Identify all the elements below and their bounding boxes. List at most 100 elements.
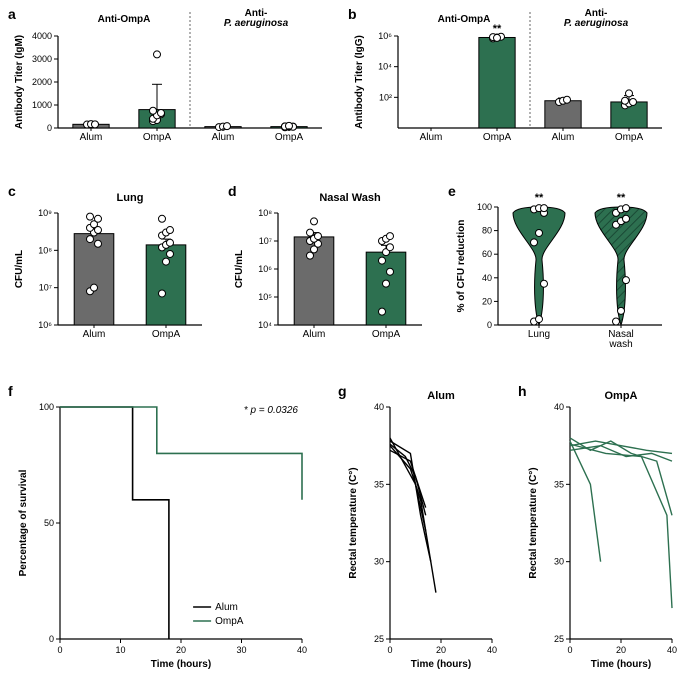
svg-text:0: 0 bbox=[47, 123, 52, 133]
svg-text:Time (hours): Time (hours) bbox=[411, 659, 471, 670]
svg-text:% of CFU reduction: % of CFU reduction bbox=[456, 220, 467, 313]
svg-text:40: 40 bbox=[374, 402, 384, 412]
panel-g: 25 30 35 40 0 20 40 Rectal temperature (C°) Time… bbox=[340, 385, 500, 680]
svg-text:60: 60 bbox=[482, 249, 492, 259]
svg-text:Antibody Titer (IgG): Antibody Titer (IgG) bbox=[354, 35, 365, 129]
svg-text:40: 40 bbox=[667, 645, 677, 655]
svg-text:30: 30 bbox=[236, 645, 246, 655]
svg-text:25: 25 bbox=[554, 634, 564, 644]
panel-d: 10⁴ 10⁵ 10⁶ 10⁷ 10⁸ CFU/mL Alum OmpA Nasal Wash d bbox=[230, 185, 430, 360]
svg-text:Alum: Alum bbox=[420, 132, 443, 143]
svg-text:100: 100 bbox=[39, 402, 54, 412]
svg-text:40: 40 bbox=[554, 402, 564, 412]
svg-text:Antibody Titer (IgM): Antibody Titer (IgM) bbox=[14, 35, 25, 129]
svg-text:10⁸: 10⁸ bbox=[38, 245, 52, 255]
svg-text:**: ** bbox=[493, 23, 502, 35]
svg-text:20: 20 bbox=[616, 645, 626, 655]
svg-text:20: 20 bbox=[176, 645, 186, 655]
svg-text:Alum: Alum bbox=[80, 132, 103, 143]
svg-text:35: 35 bbox=[554, 479, 564, 489]
svg-text:30: 30 bbox=[554, 557, 564, 567]
svg-text:Alum: Alum bbox=[303, 329, 326, 340]
svg-text:100: 100 bbox=[477, 202, 492, 212]
svg-text:Rectal temperature (C°): Rectal temperature (C°) bbox=[348, 467, 359, 578]
svg-text:10: 10 bbox=[115, 645, 125, 655]
svg-text:Rectal temperature (C°): Rectal temperature (C°) bbox=[528, 467, 539, 578]
svg-text:40: 40 bbox=[297, 645, 307, 655]
panel-f: 0 50 100 0 10 20 30 40 Percentage of survival Tim… bbox=[10, 385, 310, 680]
svg-text:P. aeruginosa: P. aeruginosa bbox=[224, 18, 289, 29]
svg-text:25: 25 bbox=[374, 634, 384, 644]
panel-e: 020406080100% of CFU reduction**Lung**Na… bbox=[450, 185, 670, 360]
svg-text:Time (hours): Time (hours) bbox=[151, 659, 211, 670]
svg-text:10⁹: 10⁹ bbox=[38, 208, 52, 218]
svg-text:Alum: Alum bbox=[215, 602, 238, 613]
panel-label: b bbox=[348, 6, 357, 22]
svg-text:OmpA: OmpA bbox=[605, 390, 638, 402]
panel-label: e bbox=[448, 183, 456, 199]
panel-h: 25 30 35 40 0 20 40 Rectal temperature (C°) Time… bbox=[520, 385, 680, 680]
panel-label: f bbox=[8, 383, 13, 399]
svg-text:10⁷: 10⁷ bbox=[39, 283, 52, 293]
svg-text:20: 20 bbox=[436, 645, 446, 655]
svg-text:0: 0 bbox=[49, 634, 54, 644]
svg-text:P. aeruginosa: P. aeruginosa bbox=[564, 18, 629, 29]
svg-text:0: 0 bbox=[57, 645, 62, 655]
panel-label: g bbox=[338, 383, 347, 399]
svg-text:40: 40 bbox=[482, 273, 492, 283]
svg-text:3000: 3000 bbox=[32, 54, 52, 64]
svg-text:Nasal Wash: Nasal Wash bbox=[319, 192, 381, 204]
panel-label: h bbox=[518, 383, 527, 399]
svg-text:1000: 1000 bbox=[32, 100, 52, 110]
svg-text:Alum: Alum bbox=[427, 390, 455, 402]
svg-text:10²: 10² bbox=[379, 92, 392, 102]
svg-text:**: ** bbox=[535, 192, 544, 204]
svg-text:Alum: Alum bbox=[552, 132, 575, 143]
panel-label: c bbox=[8, 183, 16, 199]
svg-text:CFU/mL: CFU/mL bbox=[14, 250, 25, 288]
svg-text:10⁷: 10⁷ bbox=[259, 236, 272, 246]
svg-text:10⁸: 10⁸ bbox=[258, 208, 272, 218]
svg-text:35: 35 bbox=[374, 479, 384, 489]
svg-text:10⁵: 10⁵ bbox=[258, 292, 272, 302]
svg-text:20: 20 bbox=[482, 296, 492, 306]
svg-text:Anti-OmpA: Anti-OmpA bbox=[438, 14, 491, 25]
svg-text:2000: 2000 bbox=[32, 77, 52, 87]
svg-text:10⁶: 10⁶ bbox=[258, 264, 272, 274]
svg-text:Anti-OmpA: Anti-OmpA bbox=[98, 14, 151, 25]
svg-text:CFU/mL: CFU/mL bbox=[234, 250, 245, 288]
svg-text:0: 0 bbox=[387, 645, 392, 655]
svg-text:OmpA: OmpA bbox=[615, 132, 644, 143]
svg-text:Percentage of survival: Percentage of survival bbox=[18, 469, 29, 576]
svg-text:OmpA: OmpA bbox=[152, 329, 181, 340]
svg-text:**: ** bbox=[617, 192, 626, 204]
svg-text:OmpA: OmpA bbox=[372, 329, 401, 340]
svg-text:Time (hours): Time (hours) bbox=[591, 659, 651, 670]
svg-text:50: 50 bbox=[44, 518, 54, 528]
svg-text:Lung: Lung bbox=[528, 329, 550, 340]
svg-text:10⁴: 10⁴ bbox=[378, 62, 392, 72]
svg-text:Lung: Lung bbox=[117, 192, 144, 204]
svg-text:10⁶: 10⁶ bbox=[378, 31, 392, 41]
svg-text:wash: wash bbox=[608, 339, 632, 350]
svg-text:OmpA: OmpA bbox=[483, 132, 512, 143]
svg-text:Alum: Alum bbox=[212, 132, 235, 143]
svg-text:4000: 4000 bbox=[32, 31, 52, 41]
panel-label: d bbox=[228, 183, 237, 199]
svg-text:Alum: Alum bbox=[83, 329, 106, 340]
svg-text:OmpA: OmpA bbox=[215, 616, 244, 627]
svg-text:40: 40 bbox=[487, 645, 497, 655]
svg-text:0: 0 bbox=[487, 320, 492, 330]
svg-text:0: 0 bbox=[567, 645, 572, 655]
svg-text:10⁴: 10⁴ bbox=[258, 320, 272, 330]
svg-text:80: 80 bbox=[482, 226, 492, 236]
svg-text:* p = 0.0326: * p = 0.0326 bbox=[244, 405, 299, 416]
panel-label: a bbox=[8, 6, 16, 22]
panel-a: 0 1000 2000 3000 4000 Antibody Titer (IgM) Alu… bbox=[10, 8, 330, 163]
svg-text:30: 30 bbox=[374, 557, 384, 567]
svg-text:10⁶: 10⁶ bbox=[38, 320, 52, 330]
panel-b: 10² 10⁴ 10⁶ Antibody Titer (IgG) Alum ** OmpA A… bbox=[350, 8, 670, 163]
svg-text:OmpA: OmpA bbox=[275, 132, 304, 143]
panel-c: 10⁶ 10⁷ 10⁸ 10⁹ CFU/mL Alum OmpA Lung c bbox=[10, 185, 210, 360]
svg-text:OmpA: OmpA bbox=[143, 132, 172, 143]
